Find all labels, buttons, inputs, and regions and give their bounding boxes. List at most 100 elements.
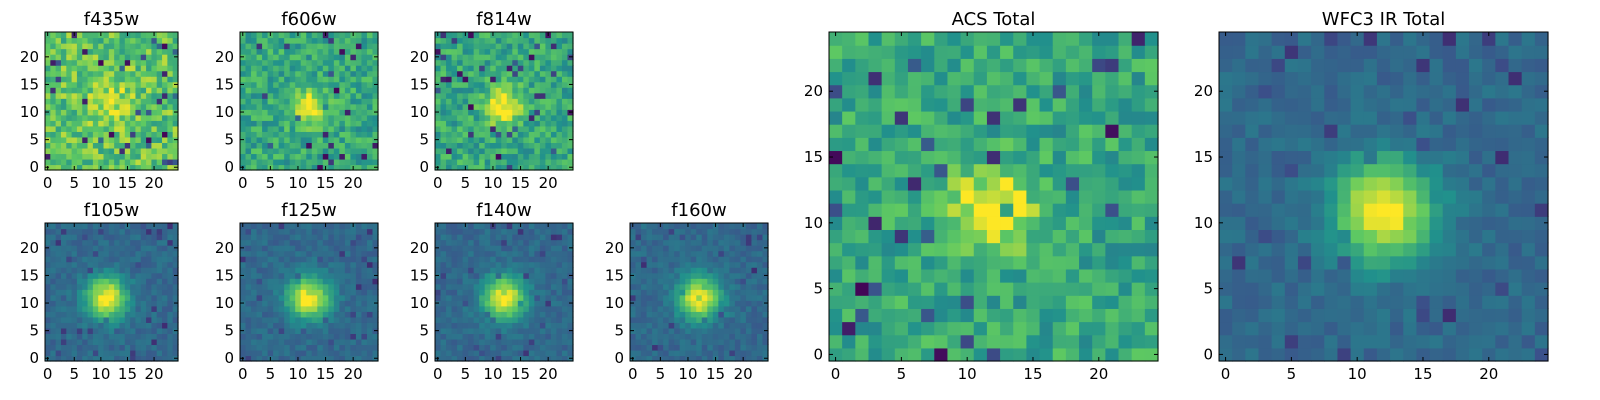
heatmap-cell xyxy=(756,289,764,296)
heatmap-cell xyxy=(289,32,296,39)
heatmap-cell xyxy=(545,294,552,301)
heatmap-cell xyxy=(745,344,753,351)
heatmap-cell xyxy=(855,295,870,309)
heatmap-cell xyxy=(446,311,453,318)
heatmap-cell xyxy=(973,163,988,178)
heatmap-cell xyxy=(751,294,758,301)
heatmap-cell xyxy=(146,305,152,312)
heatmap-cell xyxy=(262,256,269,263)
heatmap-cell xyxy=(306,305,313,312)
heatmap-cell xyxy=(311,103,318,110)
heatmap-cell xyxy=(490,267,497,274)
heatmap-cell xyxy=(1000,308,1014,323)
heatmap-cell xyxy=(306,153,313,160)
x-tick-label: 20 xyxy=(539,174,558,192)
heatmap-cell xyxy=(734,223,741,230)
heatmap-cell xyxy=(284,59,291,66)
heatmap-cell xyxy=(561,125,569,132)
heatmap-cell xyxy=(512,76,519,83)
heatmap-cell xyxy=(306,300,313,307)
heatmap-cell xyxy=(333,109,340,116)
heatmap-cell xyxy=(300,87,307,94)
heatmap-cell xyxy=(561,289,569,296)
heatmap-cell xyxy=(167,32,174,39)
heatmap-cell xyxy=(534,256,541,263)
heatmap-cell xyxy=(328,223,335,230)
heatmap-cell xyxy=(630,283,637,290)
heatmap-cell xyxy=(98,234,105,241)
heatmap-cell xyxy=(60,54,67,61)
heatmap-cell xyxy=(440,136,447,143)
heatmap-cell xyxy=(646,349,653,357)
heatmap-cell xyxy=(674,338,681,346)
heatmap-cell xyxy=(361,234,368,241)
heatmap-cell xyxy=(251,261,258,268)
heatmap-cell xyxy=(512,228,519,235)
heatmap-cell xyxy=(366,87,374,94)
heatmap-cell xyxy=(135,289,142,296)
heatmap-cell xyxy=(311,267,318,274)
heatmap-cell xyxy=(663,327,670,334)
heatmap-cell xyxy=(361,120,368,127)
heatmap-cell xyxy=(306,158,313,166)
heatmap-cell xyxy=(119,250,126,257)
heatmap-cell xyxy=(366,125,374,132)
heatmap-cell xyxy=(350,103,357,110)
heatmap-cell xyxy=(468,261,475,268)
heatmap-cell xyxy=(561,338,569,346)
heatmap-cell xyxy=(1013,347,1027,362)
heatmap-cell xyxy=(172,158,179,166)
heatmap-cell xyxy=(311,223,318,230)
heatmap-cell xyxy=(440,278,447,285)
heatmap-cell xyxy=(446,87,453,94)
heatmap-cell xyxy=(855,229,870,244)
heatmap-cell xyxy=(366,65,374,72)
heatmap-cell xyxy=(495,239,502,246)
heatmap-cell xyxy=(60,250,67,257)
heatmap-cell xyxy=(295,109,302,116)
heatmap-cell xyxy=(98,131,105,138)
heatmap-cell xyxy=(103,245,110,252)
panel-title: f435w xyxy=(84,9,139,30)
heatmap-cell xyxy=(701,333,708,340)
heatmap-cell xyxy=(745,305,753,312)
heatmap-cell xyxy=(473,305,480,312)
heatmap-cell xyxy=(1144,321,1159,336)
heatmap-cell xyxy=(300,338,307,346)
heatmap-cell xyxy=(103,234,110,241)
heatmap-cell xyxy=(484,261,491,268)
heatmap-cell xyxy=(462,147,469,155)
heatmap-cell xyxy=(245,245,252,252)
heatmap-cell xyxy=(289,81,296,88)
heatmap-cell xyxy=(479,158,486,166)
heatmap-cell xyxy=(146,256,152,263)
heatmap-cell xyxy=(156,59,163,66)
heatmap-cell xyxy=(550,98,558,105)
heatmap-cell xyxy=(751,349,758,357)
heatmap-cell xyxy=(130,65,137,72)
heatmap-cell xyxy=(685,283,692,290)
heatmap-cell xyxy=(119,289,126,296)
heatmap-cell xyxy=(451,158,458,166)
x-tick-label: 10 xyxy=(91,174,110,192)
heatmap-cell xyxy=(657,338,664,346)
heatmap-cell xyxy=(635,283,642,290)
heatmap-cell xyxy=(512,87,519,94)
heatmap-cell xyxy=(76,70,83,77)
heatmap-cell xyxy=(124,98,131,105)
heatmap-cell xyxy=(457,256,464,263)
heatmap-cell xyxy=(328,355,335,362)
heatmap-cell xyxy=(501,92,508,99)
heatmap-cell xyxy=(273,316,280,323)
heatmap-cell xyxy=(87,125,94,132)
heatmap-cell xyxy=(108,256,115,263)
heatmap-cell xyxy=(490,239,497,246)
heatmap-cell xyxy=(333,261,340,268)
heatmap-cell xyxy=(446,283,453,290)
heatmap-cell xyxy=(762,338,769,346)
heatmap-cell xyxy=(87,76,94,83)
heatmap-cell xyxy=(734,344,741,351)
heatmap-cell xyxy=(162,300,168,307)
heatmap-cell xyxy=(98,349,105,357)
heatmap-cell xyxy=(718,239,725,246)
